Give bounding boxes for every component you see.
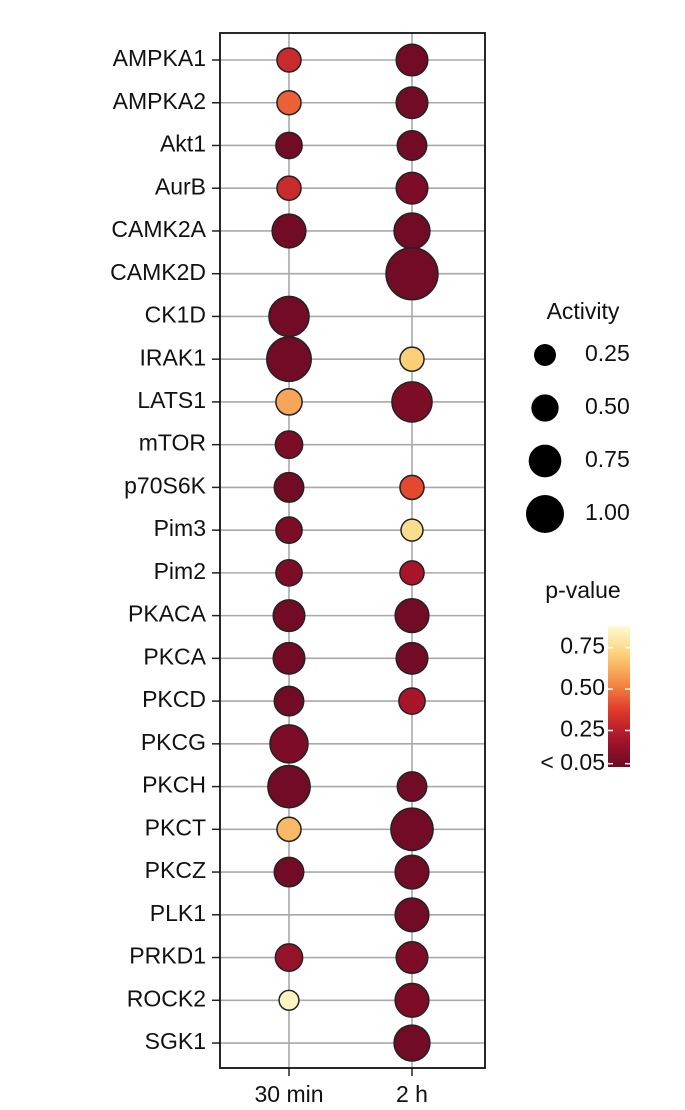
dot xyxy=(394,982,430,1018)
y-tick-label: Pim3 xyxy=(154,515,206,541)
legend-dot xyxy=(526,495,564,533)
dot xyxy=(393,1024,431,1062)
dot xyxy=(394,897,430,933)
dot xyxy=(275,516,303,545)
y-tick-label: PRKD1 xyxy=(129,943,206,969)
dot xyxy=(396,771,428,803)
dot xyxy=(276,47,302,73)
dot xyxy=(390,807,434,852)
y-tick-label: mTOR xyxy=(139,430,206,456)
dot xyxy=(274,430,304,460)
dot xyxy=(393,212,431,250)
dot xyxy=(269,724,309,764)
legend-label: 0.50 xyxy=(585,393,630,419)
dot xyxy=(267,764,311,809)
y-tick-label: LATS1 xyxy=(137,387,206,413)
y-tick-label: PKACA xyxy=(128,601,207,627)
dot xyxy=(396,130,428,161)
dot xyxy=(395,941,429,975)
colorbar-label: 0.50 xyxy=(560,674,605,700)
dot xyxy=(395,641,429,675)
dot xyxy=(399,346,425,372)
dot xyxy=(273,856,305,888)
y-tick-label: Pim2 xyxy=(154,558,206,584)
dot xyxy=(271,213,307,249)
y-tick-label: PKCT xyxy=(145,814,206,840)
dot xyxy=(391,381,433,423)
y-tick-label: PKCH xyxy=(142,772,206,798)
colorbar-label: < 0.05 xyxy=(540,749,605,775)
dot xyxy=(278,989,300,1011)
dot xyxy=(385,246,439,301)
y-tick-label: AurB xyxy=(155,173,206,199)
y-tick-label: PKCD xyxy=(142,686,206,712)
legend-label: 0.75 xyxy=(585,446,630,472)
legend-label: 1.00 xyxy=(585,499,630,525)
y-tick-label: AMPKA1 xyxy=(113,45,206,71)
legend-dot xyxy=(528,444,562,478)
dot xyxy=(395,171,429,205)
legend-dot xyxy=(534,344,556,366)
colorbar xyxy=(608,626,630,767)
dot xyxy=(276,816,302,843)
y-tick-label: CK1D xyxy=(145,302,206,328)
y-tick-label: ROCK2 xyxy=(127,985,206,1011)
colorbar-title: p-value xyxy=(545,577,620,603)
y-tick-label: Akt1 xyxy=(160,131,206,157)
dot xyxy=(273,685,305,717)
dot xyxy=(395,86,429,120)
y-tick-label: SGK1 xyxy=(145,1028,206,1054)
dot xyxy=(275,559,303,587)
dot xyxy=(276,175,302,202)
legend-title: Activity xyxy=(547,298,620,324)
legend-label: 0.25 xyxy=(585,340,630,366)
dot xyxy=(272,641,306,675)
dot xyxy=(266,336,312,383)
y-tick-label: IRAK1 xyxy=(140,344,206,370)
y-tick-label: p70S6K xyxy=(124,472,207,498)
y-tick-label: AMPKA2 xyxy=(113,88,206,114)
x-tick-label: 2 h xyxy=(396,1081,428,1107)
y-tick-label: PKCA xyxy=(143,643,206,669)
y-tick-label: CAMK2D xyxy=(110,259,206,285)
dot xyxy=(275,131,303,160)
dot xyxy=(399,560,425,586)
dot xyxy=(399,474,425,501)
x-tick-label: 30 min xyxy=(254,1081,323,1107)
colorbar-label: 0.25 xyxy=(560,716,605,742)
dot xyxy=(272,599,306,633)
dot xyxy=(273,471,305,503)
y-tick-label: CAMK2A xyxy=(111,216,206,242)
dot xyxy=(400,518,424,542)
dot xyxy=(276,89,302,116)
y-tick-label: PKCG xyxy=(141,729,206,755)
dot xyxy=(394,598,430,634)
dot xyxy=(395,43,429,77)
dot xyxy=(274,943,304,972)
colorbar-label: 0.75 xyxy=(560,633,605,659)
dot xyxy=(398,687,426,715)
y-tick-label: PLK1 xyxy=(150,900,206,926)
y-tick-label: PKCZ xyxy=(145,857,206,883)
legend-dot xyxy=(531,394,559,422)
dot xyxy=(394,854,430,890)
dot xyxy=(275,388,303,416)
plot-frame xyxy=(219,32,486,1069)
dot xyxy=(268,295,310,338)
